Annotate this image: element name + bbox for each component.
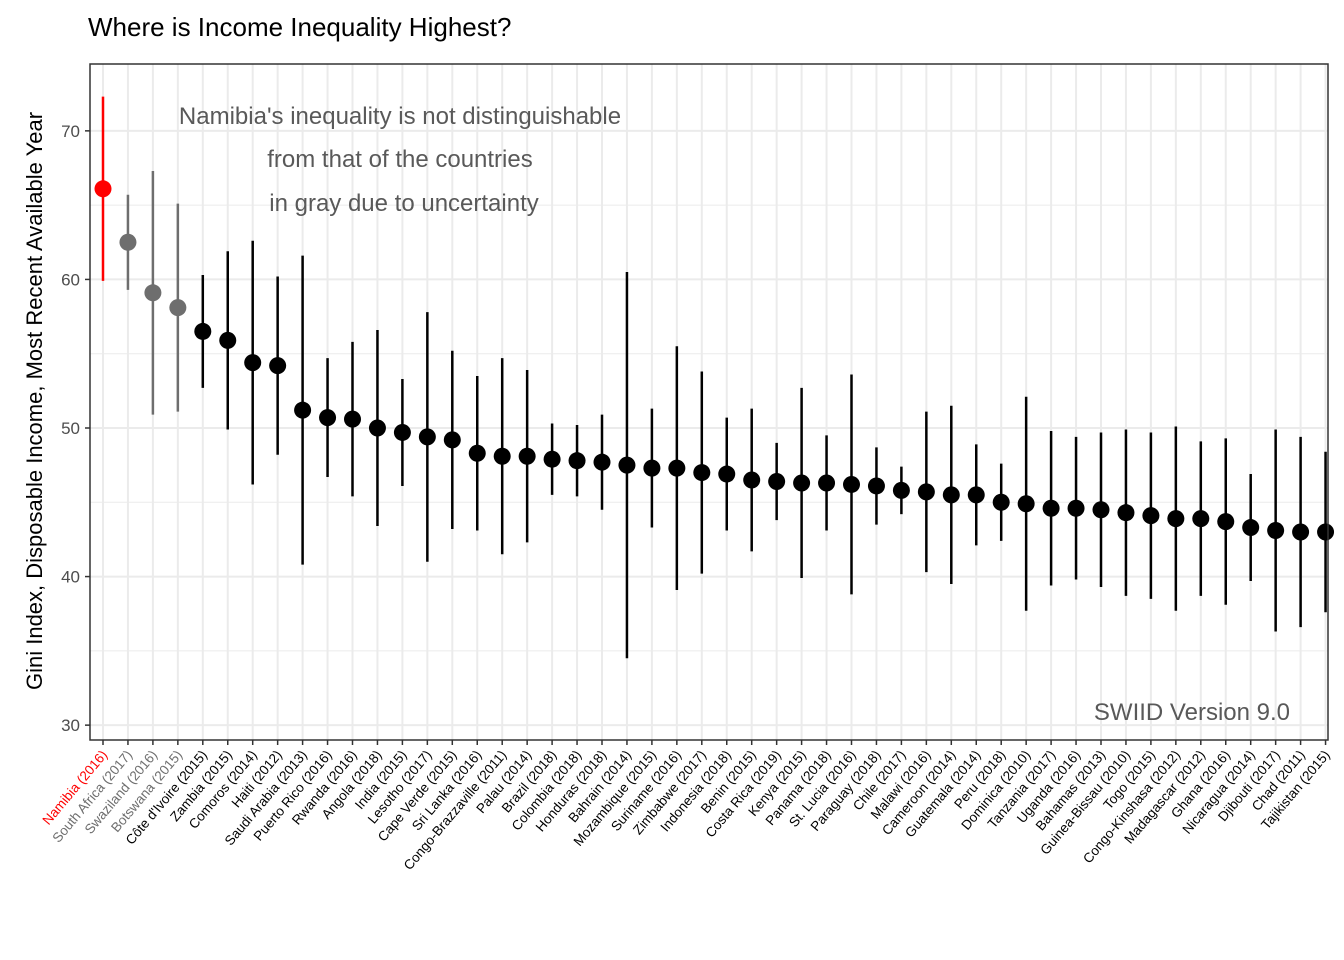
- data-point: [468, 444, 486, 462]
- data-point: [1092, 501, 1110, 519]
- data-point: [743, 471, 761, 489]
- y-tick-label: 60: [61, 270, 80, 289]
- y-tick-label: 70: [61, 122, 80, 141]
- data-point: [942, 486, 960, 504]
- data-point: [1192, 510, 1210, 528]
- y-tick-label: 40: [61, 568, 80, 587]
- data-point: [244, 354, 262, 372]
- data-point: [368, 419, 386, 437]
- y-tick-label: 30: [61, 716, 80, 735]
- data-point: [693, 464, 711, 482]
- annotation-line-1: Namibia's inequality is not distinguisha…: [179, 103, 621, 130]
- data-point: [344, 410, 361, 428]
- data-point: [144, 284, 162, 302]
- data-point: [843, 475, 860, 493]
- data-series: [94, 96, 1335, 659]
- data-point: [1167, 510, 1185, 528]
- data-point: [119, 233, 137, 251]
- data-point: [1067, 499, 1085, 517]
- data-point: [568, 452, 586, 470]
- y-axis-label: Gini Index, Disposable Income, Most Rece…: [22, 112, 47, 690]
- data-point: [818, 474, 836, 492]
- data-point: [867, 477, 885, 495]
- y-tick-label: 50: [61, 419, 80, 438]
- data-point: [1117, 504, 1135, 522]
- grid: [90, 64, 1328, 740]
- chart-title: Where is Income Inequality Highest?: [88, 12, 511, 42]
- data-point: [718, 465, 736, 483]
- data-point: [1292, 523, 1310, 541]
- data-point: [967, 486, 985, 504]
- data-point: [518, 447, 536, 465]
- data-point: [269, 357, 287, 375]
- data-point: [668, 459, 686, 477]
- data-point: [194, 322, 212, 340]
- data-point: [593, 453, 611, 471]
- annotation-line-3: in gray due to uncertainty: [269, 190, 539, 217]
- data-point: [992, 493, 1010, 511]
- data-point: [1017, 495, 1035, 513]
- data-point: [169, 299, 187, 317]
- data-point: [94, 180, 112, 198]
- data-point: [319, 409, 337, 427]
- data-point: [1317, 523, 1335, 541]
- data-point: [793, 474, 811, 492]
- data-point: [917, 483, 935, 501]
- data-point: [1267, 522, 1285, 540]
- data-point: [1042, 499, 1060, 517]
- annotation-line-2: from that of the countries: [267, 146, 532, 173]
- data-point: [493, 447, 511, 465]
- data-point: [643, 459, 661, 477]
- data-point: [294, 401, 312, 419]
- data-point: [1142, 507, 1160, 525]
- source-note: SWIID Version 9.0: [1094, 699, 1290, 726]
- data-point: [1242, 519, 1260, 537]
- data-point: [1217, 513, 1235, 531]
- data-point: [618, 456, 636, 474]
- plot-border: [89, 63, 1329, 741]
- data-point: [219, 331, 237, 349]
- data-point: [543, 450, 561, 468]
- data-point: [768, 472, 786, 490]
- data-point: [393, 423, 411, 441]
- data-point: [892, 481, 910, 499]
- data-point: [418, 428, 436, 446]
- data-point: [443, 431, 461, 449]
- annotation: Namibia's inequality is not distinguisha…: [179, 103, 621, 217]
